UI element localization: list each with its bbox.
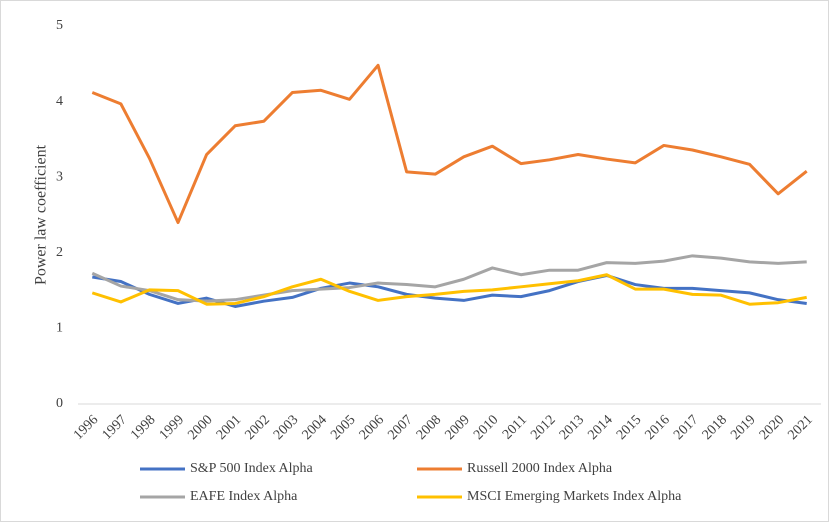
- legend-label: EAFE Index Alpha: [190, 489, 298, 504]
- series-line: [91, 254, 807, 303]
- legend-label: S&P 500 Index Alpha: [190, 461, 314, 476]
- legend-label: MSCI Emerging Markets Index Alpha: [467, 489, 682, 504]
- series-line: [91, 273, 807, 306]
- y-tick-label: 5: [56, 18, 63, 33]
- y-tick-label: 3: [56, 169, 63, 184]
- series-line: [91, 63, 808, 225]
- y-tick-label: 1: [56, 321, 63, 336]
- legend-label: Russell 2000 Index Alpha: [467, 461, 613, 476]
- y-tick-label: 0: [56, 396, 63, 411]
- y-tick-label: 2: [56, 245, 63, 260]
- y-tick-label: 4: [56, 94, 63, 109]
- y-axis-label: Power law coefficient: [33, 144, 50, 285]
